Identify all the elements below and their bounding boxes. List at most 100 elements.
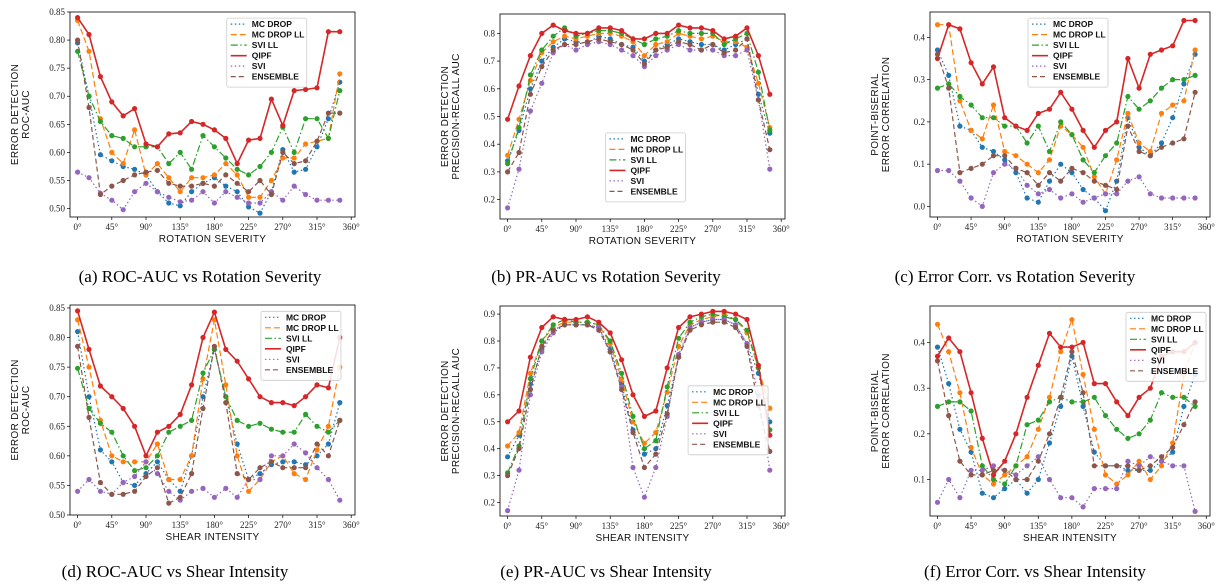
data-point	[1125, 463, 1131, 469]
data-point	[1013, 463, 1019, 469]
data-point	[755, 362, 762, 368]
data-point	[596, 327, 602, 333]
legend-label: MC DROP LL	[630, 144, 683, 154]
x-tick-label: 315°	[738, 224, 756, 234]
data-point	[211, 343, 217, 349]
data-point	[516, 467, 522, 473]
data-point	[177, 130, 183, 136]
data-point	[223, 161, 229, 167]
data-point	[200, 121, 206, 127]
data-point	[1024, 394, 1030, 400]
data-point	[968, 472, 974, 478]
series-qipf	[75, 15, 343, 167]
data-point	[1035, 417, 1041, 423]
x-tick-label: 360°	[343, 520, 361, 530]
data-point	[1158, 144, 1165, 150]
data-point	[1080, 127, 1086, 133]
data-point	[664, 411, 670, 417]
data-point	[86, 346, 92, 352]
data-point	[550, 327, 556, 333]
data-point	[1136, 467, 1142, 473]
data-point	[314, 447, 320, 453]
y-axis-label: PRECISION-RECALL AUC	[451, 53, 462, 179]
data-point	[1170, 195, 1176, 201]
data-point	[664, 384, 670, 390]
data-point	[596, 319, 602, 325]
data-point	[1024, 182, 1030, 188]
data-point	[246, 204, 252, 210]
series-line	[77, 331, 341, 493]
data-point	[1158, 47, 1165, 53]
y-tick-label: 0.4	[914, 32, 926, 42]
data-point	[744, 36, 750, 42]
data-point	[539, 324, 545, 331]
x-tick-label: 315°	[308, 520, 326, 530]
data-point	[223, 346, 229, 352]
x-tick-label: 270°	[704, 521, 722, 531]
data-point	[268, 177, 274, 184]
data-point	[1091, 426, 1097, 432]
data-point	[1058, 178, 1064, 184]
data-point	[968, 449, 974, 455]
data-point	[539, 338, 545, 344]
series-line	[77, 171, 340, 211]
legend-label: ENSEMBLE	[252, 72, 300, 82]
data-point	[676, 354, 682, 360]
data-point	[1102, 472, 1109, 478]
y-tick-label: 0.75	[49, 63, 65, 73]
series-qipf	[934, 330, 1198, 478]
data-point	[1181, 403, 1187, 409]
data-point	[154, 441, 160, 447]
data-point	[957, 93, 963, 100]
data-point	[1035, 170, 1041, 176]
data-point	[143, 465, 149, 471]
data-point	[990, 467, 997, 473]
data-point	[1002, 161, 1008, 167]
data-point	[223, 155, 229, 161]
x-tick-label: 225°	[670, 224, 688, 234]
data-point	[1114, 140, 1120, 146]
data-point	[584, 30, 591, 36]
data-point	[109, 459, 115, 465]
data-point	[1035, 123, 1041, 129]
data-point	[1069, 317, 1075, 323]
data-point	[200, 376, 206, 382]
data-point	[1046, 440, 1053, 446]
data-point	[200, 175, 206, 181]
data-point	[211, 200, 217, 206]
data-point	[268, 149, 274, 155]
data-point	[177, 494, 183, 500]
data-point	[653, 47, 659, 53]
data-point	[1035, 362, 1041, 368]
data-point	[325, 453, 331, 459]
data-point	[325, 29, 331, 35]
data-point	[314, 138, 320, 144]
data-point	[527, 370, 534, 376]
data-point	[132, 127, 138, 133]
data-point	[573, 47, 579, 53]
data-point	[303, 158, 309, 164]
data-point	[516, 166, 522, 172]
y-tick-label: 0.85	[49, 303, 65, 313]
data-point	[303, 465, 309, 471]
data-point	[1046, 330, 1053, 336]
data-point	[257, 163, 263, 170]
data-point	[990, 463, 997, 469]
data-point	[86, 405, 92, 412]
data-point	[143, 473, 149, 480]
data-point	[744, 316, 750, 323]
data-point	[291, 149, 297, 155]
legend-label: MC DROP	[1151, 313, 1191, 323]
data-point	[177, 199, 183, 205]
data-point	[177, 476, 183, 483]
y-tick-label: 0.8	[484, 28, 496, 38]
data-point	[562, 322, 568, 328]
data-point	[189, 175, 195, 181]
data-point	[1091, 394, 1097, 400]
panel-e: 0° 45° 90° 135° 180° 225° 270° 315° 360° 0.2 0.3 0.…	[440, 305, 790, 544]
data-point	[337, 88, 343, 94]
x-tick-label: 360°	[773, 224, 791, 234]
y-tick-label: 0.2	[914, 117, 925, 127]
data-point	[1080, 390, 1086, 396]
